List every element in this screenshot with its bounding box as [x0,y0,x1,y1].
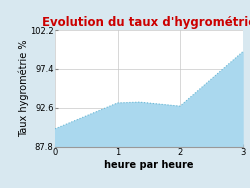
Title: Evolution du taux d'hygrométrie: Evolution du taux d'hygrométrie [42,16,250,29]
Y-axis label: Taux hygrométrie %: Taux hygrométrie % [18,40,28,137]
X-axis label: heure par heure: heure par heure [104,160,194,170]
